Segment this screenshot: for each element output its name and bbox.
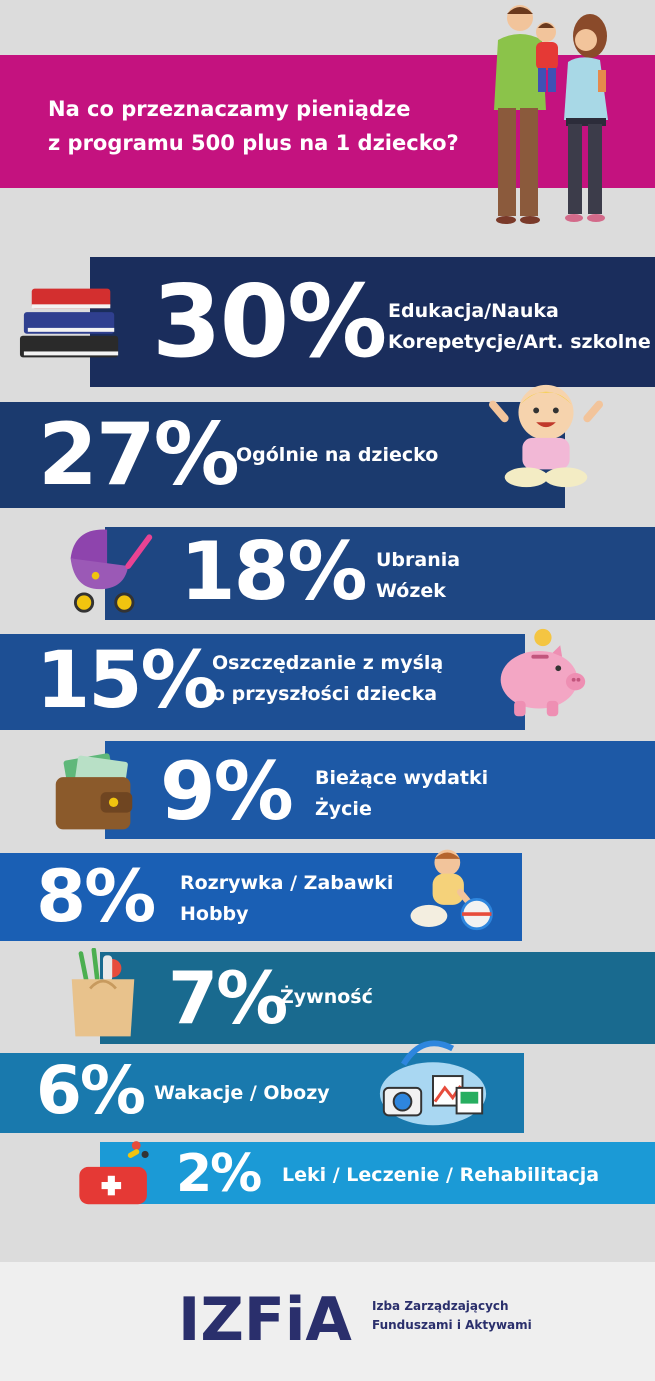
category-label-medicine: Leki / Leczenie / Rehabilitacja <box>282 1164 600 1186</box>
value-label-vacation: 6% <box>36 1052 146 1129</box>
band-child-general <box>0 402 565 508</box>
value-label-entertainment: 8% <box>36 854 156 938</box>
band-medicine <box>100 1142 655 1204</box>
first-aid-icon <box>79 1141 149 1205</box>
category-label-food: Żywność <box>280 986 373 1008</box>
value-label-education: 30% <box>152 263 387 380</box>
category-label-current-expenses: Bieżące wydatki Życie <box>315 767 489 820</box>
band-clothes <box>105 527 655 620</box>
wallet-icon <box>55 753 133 830</box>
stroller-icon <box>70 529 153 613</box>
svg-text:IZFiA: IZFiA <box>178 1286 352 1348</box>
izfia-logo: IZFiA <box>178 1286 352 1348</box>
value-label-medicine: 2% <box>176 1144 262 1204</box>
category-label-savings: Oszczędzanie z myślą o przyszłości dziec… <box>212 652 444 705</box>
category-label-education: Edukacja/Nauka Korepetycje/Art. szkolne <box>388 300 651 353</box>
books-icon <box>19 288 119 358</box>
value-label-current-expenses: 9% <box>160 745 294 838</box>
toddler-ball-icon <box>410 849 493 931</box>
title-line-2: z programu 500 plus na 1 dziecko? <box>48 131 459 155</box>
value-label-savings: 15% <box>36 636 219 726</box>
category-label-entertainment: Rozrywka / Zabawki Hobby <box>180 872 394 925</box>
band-education <box>90 257 655 387</box>
piggy-bank-icon <box>500 628 586 717</box>
family-illustration <box>494 5 608 224</box>
baby-icon <box>488 384 604 488</box>
band-current-expenses <box>105 741 655 839</box>
category-label-child-general: Ogólnie na dziecko <box>236 444 439 466</box>
grocery-bag-icon <box>71 948 135 1037</box>
organization-name: Izba Zarządzających Funduszami i Aktywam… <box>372 1299 532 1332</box>
footer <box>0 1262 655 1381</box>
title-line-1: Na co przeznaczamy pieniądze <box>48 97 411 121</box>
band-food <box>100 952 655 1044</box>
value-label-clothes: 18% <box>180 525 367 618</box>
category-label-vacation: Wakacje / Obozy <box>154 1082 330 1104</box>
value-label-food: 7% <box>168 956 288 1040</box>
value-label-child-general: 27% <box>38 405 240 505</box>
page-title: Na co przeznaczamy pieniądze z programu … <box>48 92 488 160</box>
travel-bag-icon <box>379 1040 487 1126</box>
category-label-clothes: Ubrania Wózek <box>376 549 461 602</box>
band-savings <box>0 634 525 730</box>
